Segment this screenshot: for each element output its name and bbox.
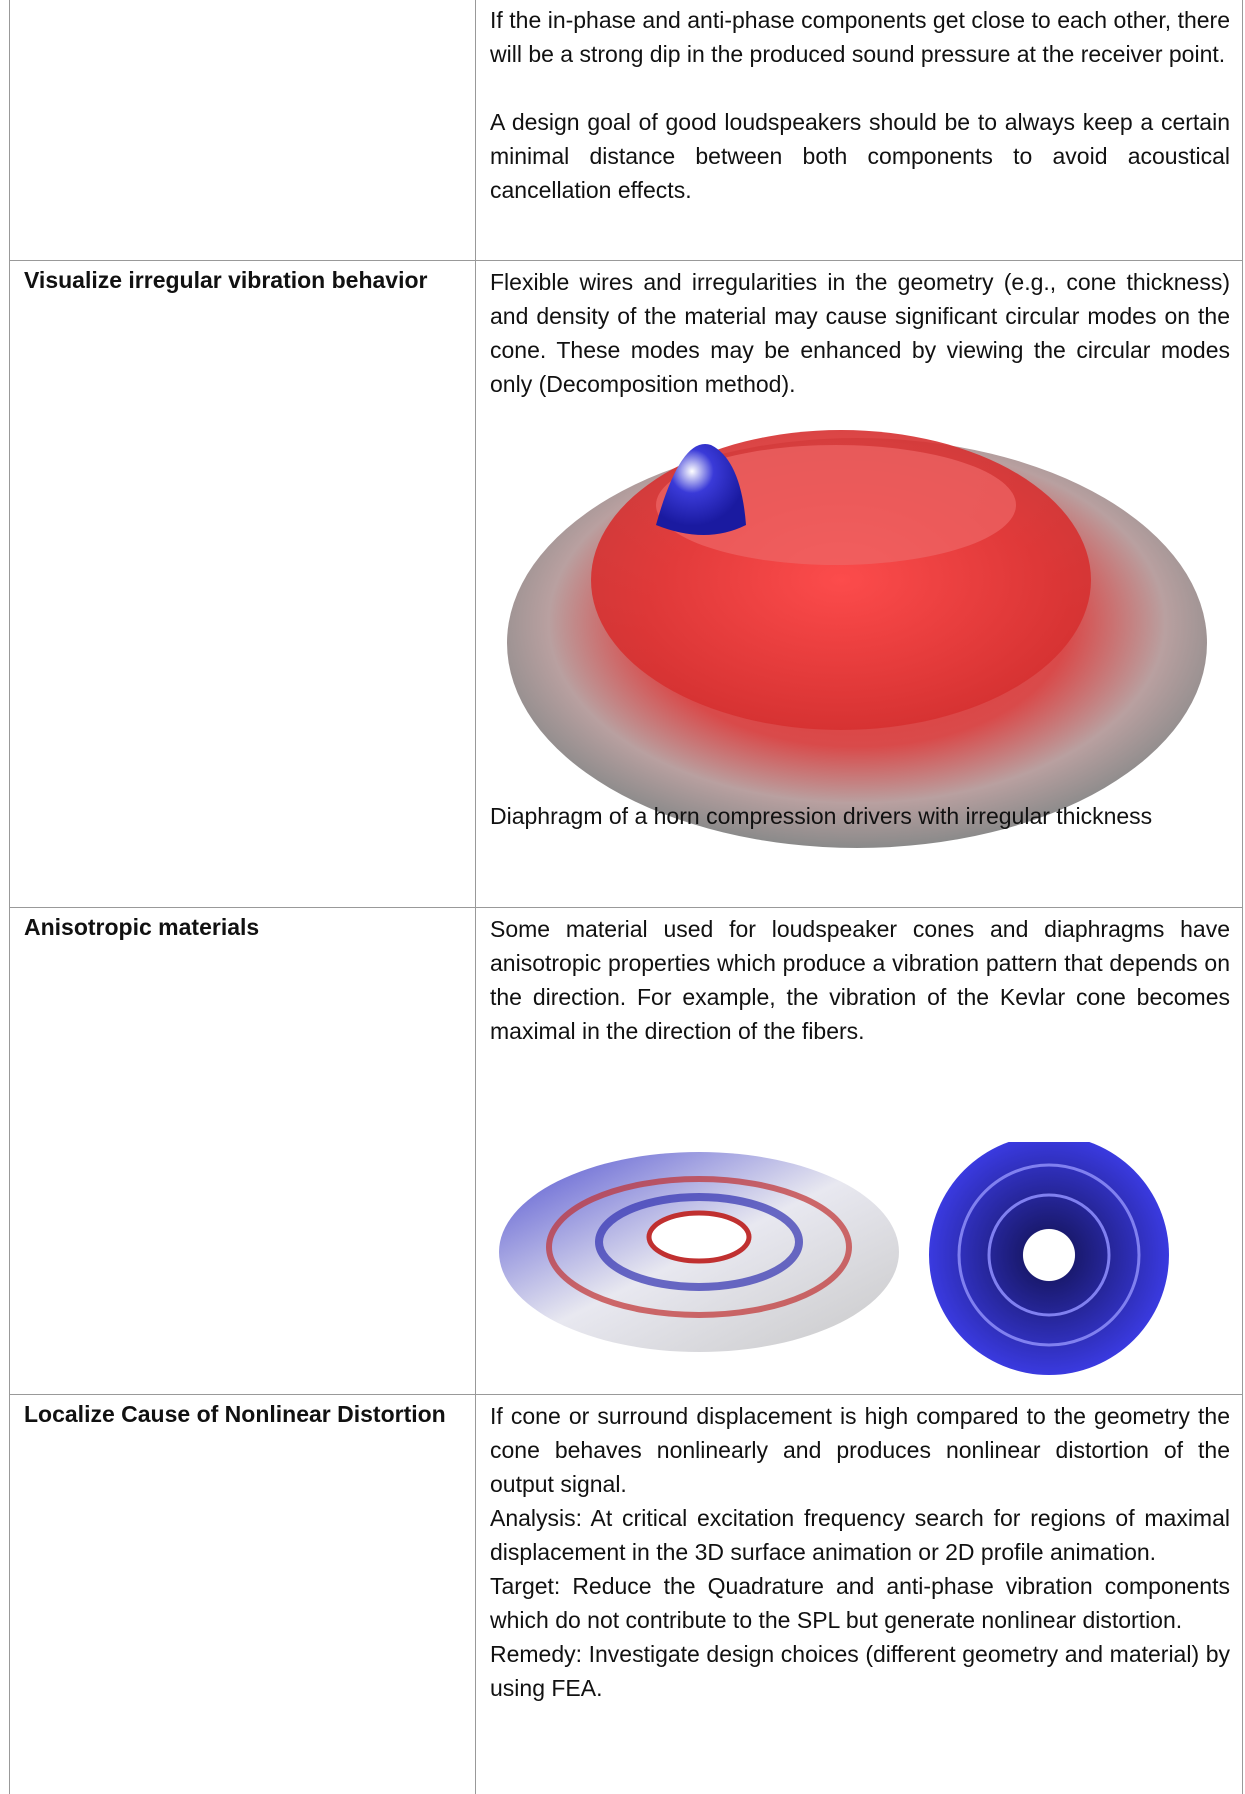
row-text: Flexible wires and irregularities in the… xyxy=(476,261,1242,401)
paragraph: Some material used for loudspeaker cones… xyxy=(490,916,1230,1044)
paragraph: If the in-phase and anti-phase component… xyxy=(490,7,1230,67)
table-row: Visualize irregular vibration behavior F… xyxy=(9,260,1243,908)
paragraph: If cone or surround displacement is high… xyxy=(490,1403,1230,1497)
caption: Diaphragm of a horn compression drivers … xyxy=(490,803,1153,829)
row-text: If cone or surround displacement is high… xyxy=(476,1395,1242,1705)
table-row: If the in-phase and anti-phase component… xyxy=(9,0,1243,261)
paragraph: A design goal of good loudspeakers shoul… xyxy=(490,109,1230,203)
row-label: Visualize irregular vibration behavior xyxy=(10,261,476,908)
paragraph: Target: Reduce the Quadrature and anti-p… xyxy=(490,1573,1230,1633)
paragraph: Remedy: Investigate design choices (diff… xyxy=(490,1641,1230,1701)
row-label: Localize Cause of Nonlinear Distortion xyxy=(10,1395,476,1794)
row-text: Some material used for loudspeaker cones… xyxy=(476,908,1242,1048)
caption-wrap: Diaphragm of a horn compression drivers … xyxy=(476,795,1242,833)
row-text: If the in-phase and anti-phase component… xyxy=(476,0,1242,207)
paragraph: Flexible wires and irregularities in the… xyxy=(490,269,1230,397)
paragraph: Analysis: At critical excitation frequen… xyxy=(490,1505,1230,1565)
diaphragm-image xyxy=(507,430,1207,848)
table-row: Anisotropic materials Some material used… xyxy=(9,907,1243,1395)
anisotropic-images xyxy=(499,1142,1169,1375)
row-label-cell xyxy=(10,0,476,261)
table-row: Localize Cause of Nonlinear Distortion I… xyxy=(9,1394,1243,1794)
row-label: Anisotropic materials xyxy=(10,908,476,1395)
